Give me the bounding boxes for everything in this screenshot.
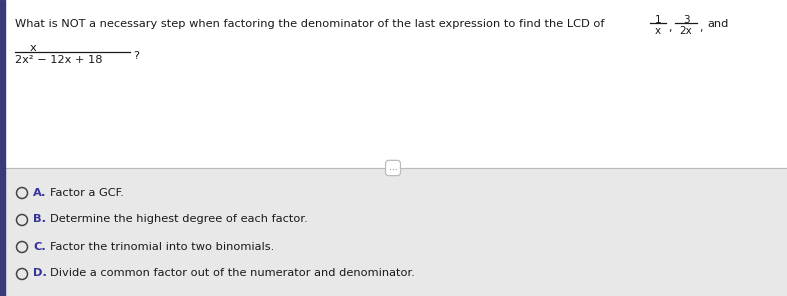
- Text: 1: 1: [655, 15, 661, 25]
- Text: ,: ,: [668, 23, 671, 33]
- Text: Factor the trinomial into two binomials.: Factor the trinomial into two binomials.: [50, 242, 274, 252]
- Text: C.: C.: [33, 242, 46, 252]
- Text: ...: ...: [389, 163, 397, 173]
- Text: x: x: [30, 43, 37, 53]
- Text: Divide a common factor out of the numerator and denominator.: Divide a common factor out of the numera…: [50, 268, 415, 279]
- Text: Determine the highest degree of each factor.: Determine the highest degree of each fac…: [50, 215, 308, 224]
- Text: D.: D.: [33, 268, 47, 279]
- Text: ,: ,: [699, 23, 703, 33]
- Text: ?: ?: [133, 51, 139, 61]
- Text: x: x: [655, 26, 661, 36]
- Text: A.: A.: [33, 187, 46, 197]
- Bar: [5, 168, 787, 296]
- Text: B.: B.: [33, 215, 46, 224]
- Text: What is NOT a necessary step when factoring the denominator of the last expressi: What is NOT a necessary step when factor…: [15, 19, 604, 29]
- Text: Factor a GCF.: Factor a GCF.: [50, 187, 124, 197]
- Bar: [5, 0, 787, 168]
- Bar: [0, 0, 5, 296]
- Text: and: and: [707, 19, 729, 29]
- Text: 2x² − 12x + 18: 2x² − 12x + 18: [15, 55, 102, 65]
- Text: 2x: 2x: [680, 26, 693, 36]
- Text: 3: 3: [682, 15, 689, 25]
